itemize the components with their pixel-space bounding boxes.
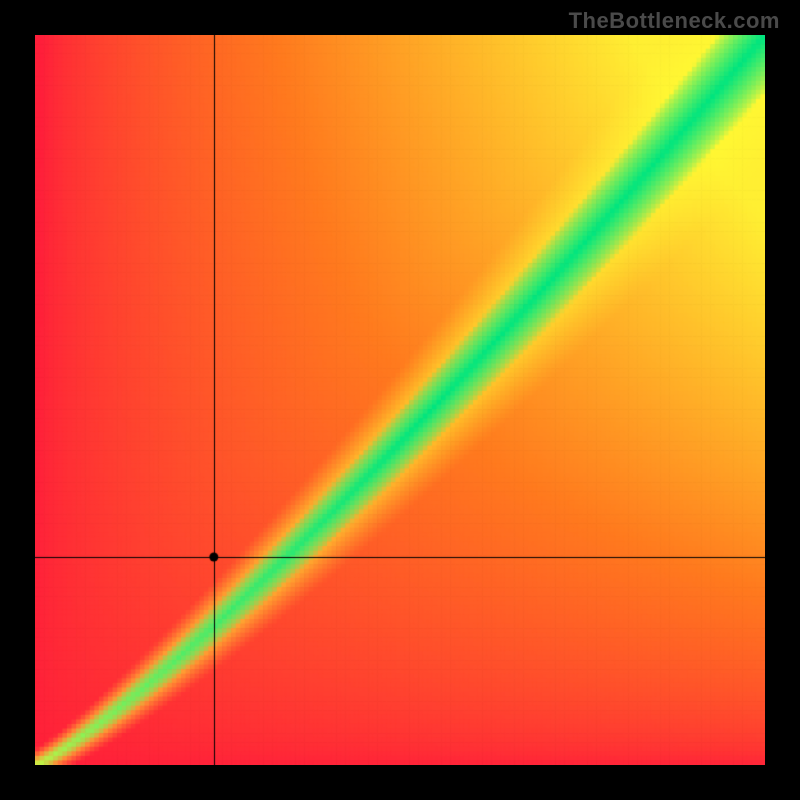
frame-right (765, 0, 800, 800)
source-watermark: TheBottleneck.com (569, 8, 780, 34)
frame-left (0, 0, 35, 800)
bottleneck-heatmap (0, 0, 800, 800)
frame-bottom (0, 765, 800, 800)
